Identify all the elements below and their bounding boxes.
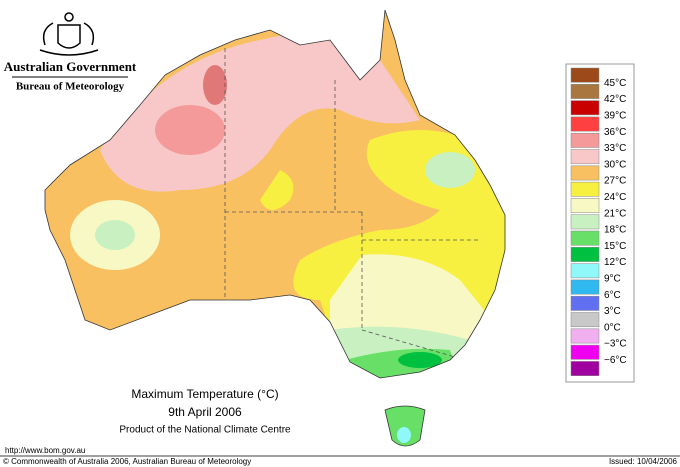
legend-swatch [570,295,600,311]
map-title: Maximum Temperature (°C) [131,387,278,401]
legend-label: 33°C [604,143,626,154]
legend-label: 3°C [604,306,621,317]
legend-label: 12°C [604,257,626,268]
legend-swatch [570,344,600,360]
legend-swatch [570,198,600,213]
legend-label: 45°C [604,78,626,89]
legend-label: 27°C [604,176,626,187]
legend: 45°C 42°C 39°C 36°C 33°C 30°C 27°C 24°C 21°C 18°C… [570,67,627,376]
legend-frame [565,63,635,383]
legend-swatch [570,230,600,246]
legend-swatch [570,181,600,197]
footer-copyright: © Commonwealth of Australia 2006, Austra… [3,457,251,466]
legend-swatch [570,132,600,148]
legend-swatch [570,361,600,376]
legend-label: 0°C [604,322,621,333]
legend-swatch [570,149,600,165]
legend-swatch [570,263,600,279]
legend-swatch [570,100,600,116]
legend-label: 30°C [604,159,626,170]
legend-label: 6°C [604,290,621,301]
legend-label: −6°C [604,355,627,366]
legend-label: 21°C [604,208,626,219]
footer-url: http://www.bom.gov.au [5,446,85,455]
legend-swatch [570,279,600,295]
state-borders [224,48,480,358]
tasmania-cool-area [397,427,411,443]
legend-label: 18°C [604,225,626,236]
legend-label: −3°C [604,339,627,350]
legend-label: 9°C [604,274,621,285]
agency-name: Australian Government [4,59,137,74]
coastline [44,9,506,379]
map-date: 9th April 2006 [168,405,242,419]
legend-swatch [570,84,600,99]
map-product: Product of the National Climate Centre [119,425,291,436]
bureau-name: Bureau of Meteorology [16,81,125,93]
legend-swatch [570,116,600,132]
footer-issued: Issued: 10/04/2006 [609,457,678,466]
coat-of-arms [39,12,99,56]
legend-label: 15°C [604,241,626,252]
tasmania [384,405,426,447]
legend-swatch [570,328,600,344]
legend-swatch [570,247,600,262]
legend-label: 36°C [604,127,626,138]
legend-label: 24°C [604,192,626,203]
legend-label: 39°C [604,111,626,122]
legend-swatch [570,312,600,328]
legend-label: 42°C [604,94,626,105]
legend-swatch [570,165,600,181]
legend-swatch [570,67,600,83]
legend-swatch [570,214,600,230]
